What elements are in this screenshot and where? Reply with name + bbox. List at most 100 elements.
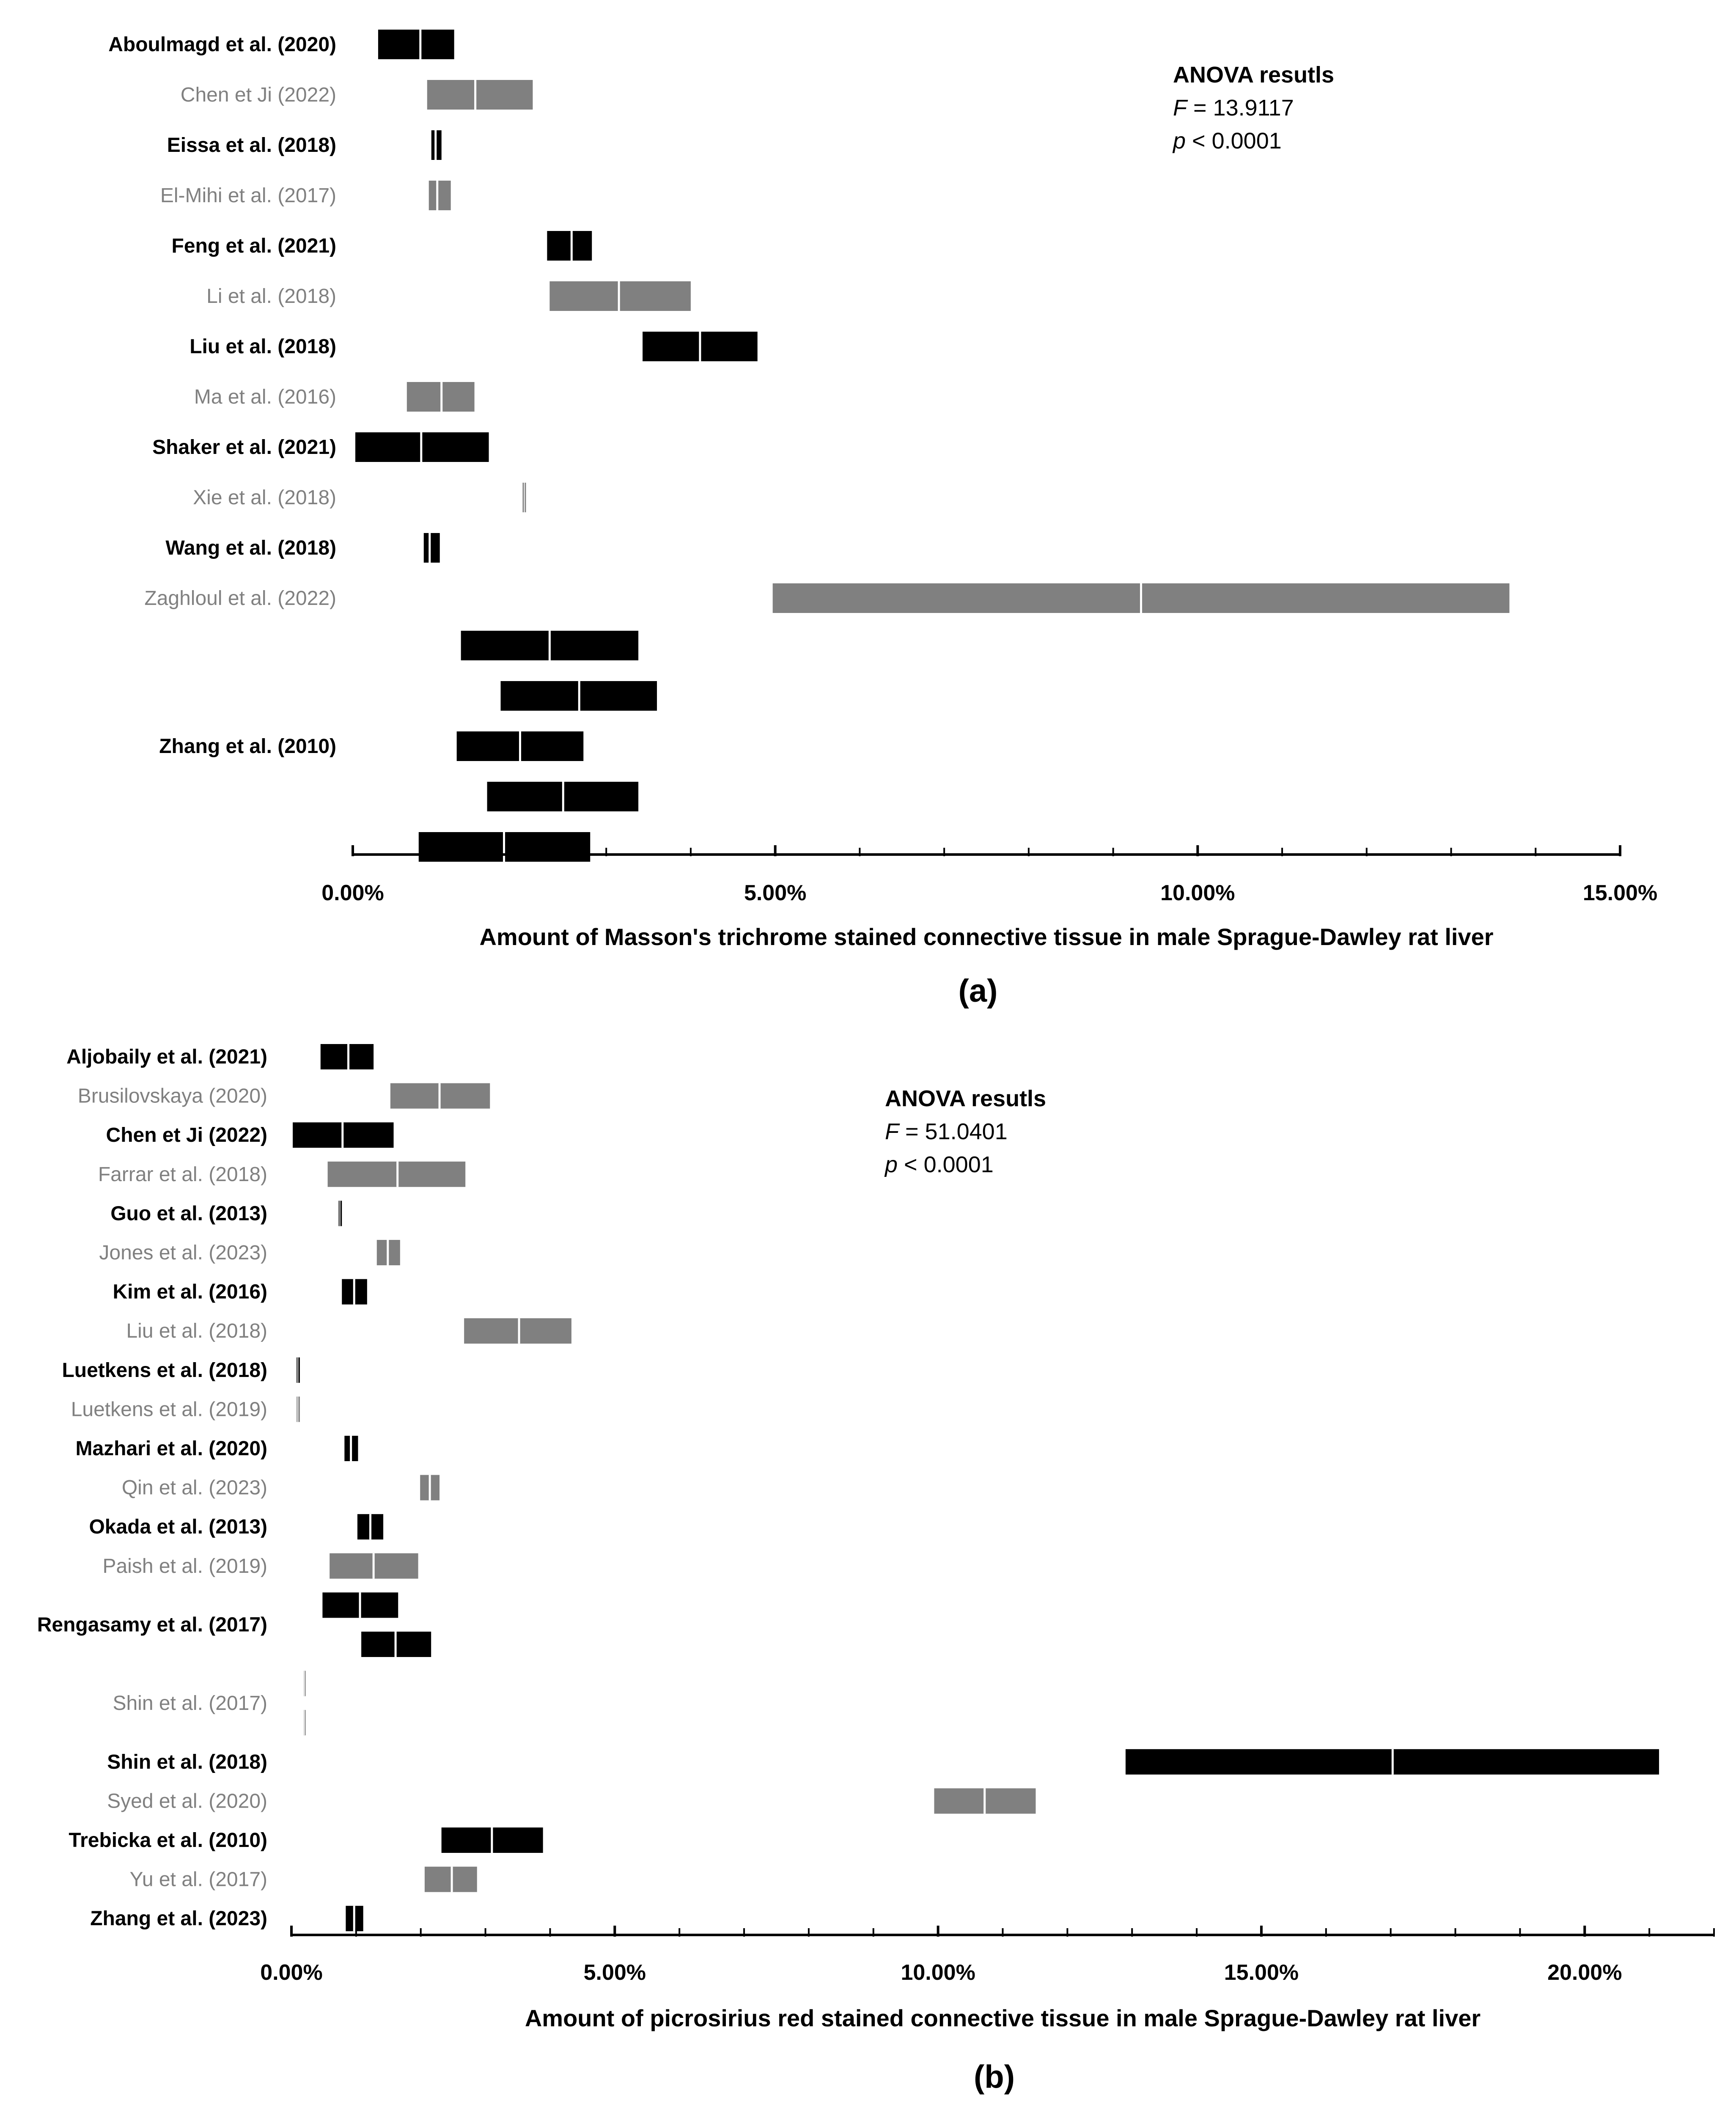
median-mark — [518, 1318, 520, 1344]
study-label: Feng et al. (2021) — [172, 235, 336, 257]
median-mark — [297, 1357, 299, 1383]
study-label: Kim et al. (2016) — [113, 1281, 267, 1303]
median-mark — [387, 1240, 389, 1265]
x-tick-label: 5.00% — [744, 881, 806, 905]
study-label: Paish et al. (2019) — [102, 1555, 267, 1577]
study-label: Syed et al. (2020) — [107, 1790, 267, 1812]
median-mark — [436, 181, 439, 210]
median-mark — [440, 382, 443, 412]
study-label: Farrar et al. (2018) — [98, 1163, 267, 1186]
median-mark — [394, 1632, 397, 1657]
range-bar — [429, 181, 451, 210]
chart-panel-a: Aboulmagd et al. (2020) Chen et Ji (2022)… — [108, 30, 1657, 1009]
x-tick-label: 10.00% — [1160, 881, 1235, 905]
anova-title: ANOVA resutls — [1173, 62, 1334, 88]
x-tick-label: 15.00% — [1583, 881, 1657, 905]
study-label: Liu et al. (2018) — [190, 335, 336, 358]
study-label: Shaker et al. (2021) — [152, 436, 336, 459]
median-mark — [297, 1396, 299, 1422]
study-label: Trebicka et al. (2010) — [69, 1829, 267, 1852]
median-mark — [450, 1866, 453, 1892]
range-bar — [427, 80, 533, 110]
median-mark — [474, 80, 477, 110]
study-label: El-Mihi et al. (2017) — [160, 184, 336, 207]
study-label: Okada et al. (2013) — [89, 1516, 267, 1538]
range-bar — [464, 1318, 571, 1344]
median-mark — [372, 1553, 375, 1579]
median-mark — [429, 1475, 431, 1500]
chart-panel-b: Aljobaily et al. (2021) Brusilovskaya (20… — [37, 1044, 1715, 2095]
study-label: Aljobaily et al. (2021) — [66, 1046, 267, 1068]
study-label: Guo et al. (2013) — [110, 1202, 267, 1225]
median-mark — [396, 1161, 399, 1187]
anova-f-value: F = 51.0401 — [885, 1119, 1008, 1144]
median-mark — [353, 1279, 355, 1305]
anova-f-value: F = 13.9117 — [1173, 95, 1294, 121]
study-label: Xie et al. (2018) — [193, 486, 336, 509]
median-mark — [491, 1827, 493, 1853]
median-mark — [434, 130, 437, 160]
median-mark — [369, 1514, 371, 1540]
x-tick-label: 5.00% — [584, 1960, 646, 1985]
study-label: Liu et al. (2018) — [126, 1320, 267, 1342]
anova-p-value: p < 0.0001 — [884, 1152, 994, 1177]
median-mark — [1140, 583, 1143, 613]
study-label: Li et al. (2018) — [206, 285, 336, 308]
median-mark — [570, 231, 573, 261]
median-mark — [347, 1044, 350, 1069]
panel-label: (b) — [974, 2059, 1015, 2095]
x-tick-label: 10.00% — [901, 1960, 975, 1985]
range-bar — [378, 30, 454, 59]
anova-p-value: p < 0.0001 — [1172, 128, 1282, 154]
median-mark — [304, 1710, 305, 1736]
study-label: Yu et al. (2017) — [129, 1869, 267, 1891]
median-mark — [562, 782, 564, 811]
x-tick-label: 20.00% — [1547, 1960, 1622, 1985]
median-mark — [359, 1592, 361, 1618]
study-label: Qin et al. (2023) — [122, 1477, 267, 1499]
range-bar — [423, 533, 440, 563]
median-mark — [578, 681, 580, 711]
x-tick-label: 0.00% — [260, 1960, 322, 1985]
median-mark — [350, 1436, 352, 1461]
study-label: Luetkens et al. (2019) — [71, 1398, 267, 1421]
median-mark — [419, 30, 422, 59]
study-label: Ma et al. (2016) — [194, 386, 336, 408]
median-mark — [339, 1201, 341, 1226]
x-axis-title: Amount of Masson's trichrome stained con… — [479, 923, 1493, 950]
study-label: Zhang et al. (2023) — [90, 1907, 267, 1930]
study-label: Zhang et al. (2010) — [159, 735, 336, 758]
median-mark — [1391, 1749, 1394, 1775]
median-mark — [420, 432, 423, 462]
median-mark — [983, 1788, 986, 1814]
study-label: Mazhari et al. (2020) — [75, 1437, 267, 1460]
study-label: Brusilovskaya (2020) — [78, 1085, 267, 1107]
study-label: Rengasamy et al. (2017) — [37, 1614, 267, 1636]
x-axis-title: Amount of picrosirius red stained connec… — [525, 2005, 1481, 2031]
study-label: Chen et Ji (2022) — [181, 84, 336, 106]
range-bar — [320, 1044, 374, 1069]
median-mark — [618, 281, 620, 311]
median-mark — [438, 1083, 441, 1109]
x-tick-label: 15.00% — [1224, 1960, 1299, 1985]
median-mark — [304, 1671, 305, 1696]
range-bar — [547, 231, 592, 261]
median-mark — [699, 332, 701, 361]
panel-label: (a) — [959, 973, 998, 1009]
range-bar — [549, 281, 691, 311]
study-label: Shin et al. (2018) — [107, 1751, 267, 1773]
study-label: Eissa et al. (2018) — [167, 134, 336, 157]
study-label: Zaghloul et al. (2022) — [144, 587, 336, 610]
median-mark — [429, 533, 431, 563]
median-mark — [353, 1906, 355, 1932]
study-label: Luetkens et al. (2018) — [62, 1359, 267, 1382]
median-mark — [524, 483, 525, 512]
study-label: Shin et al. (2017) — [113, 1692, 267, 1715]
study-label: Wang et al. (2018) — [165, 537, 336, 559]
study-label: Aboulmagd et al. (2020) — [108, 33, 336, 56]
median-mark — [548, 631, 551, 660]
study-label: Chen et Ji (2022) — [106, 1124, 267, 1146]
study-label: Jones et al. (2023) — [99, 1242, 267, 1264]
x-tick-label: 0.00% — [321, 881, 384, 905]
